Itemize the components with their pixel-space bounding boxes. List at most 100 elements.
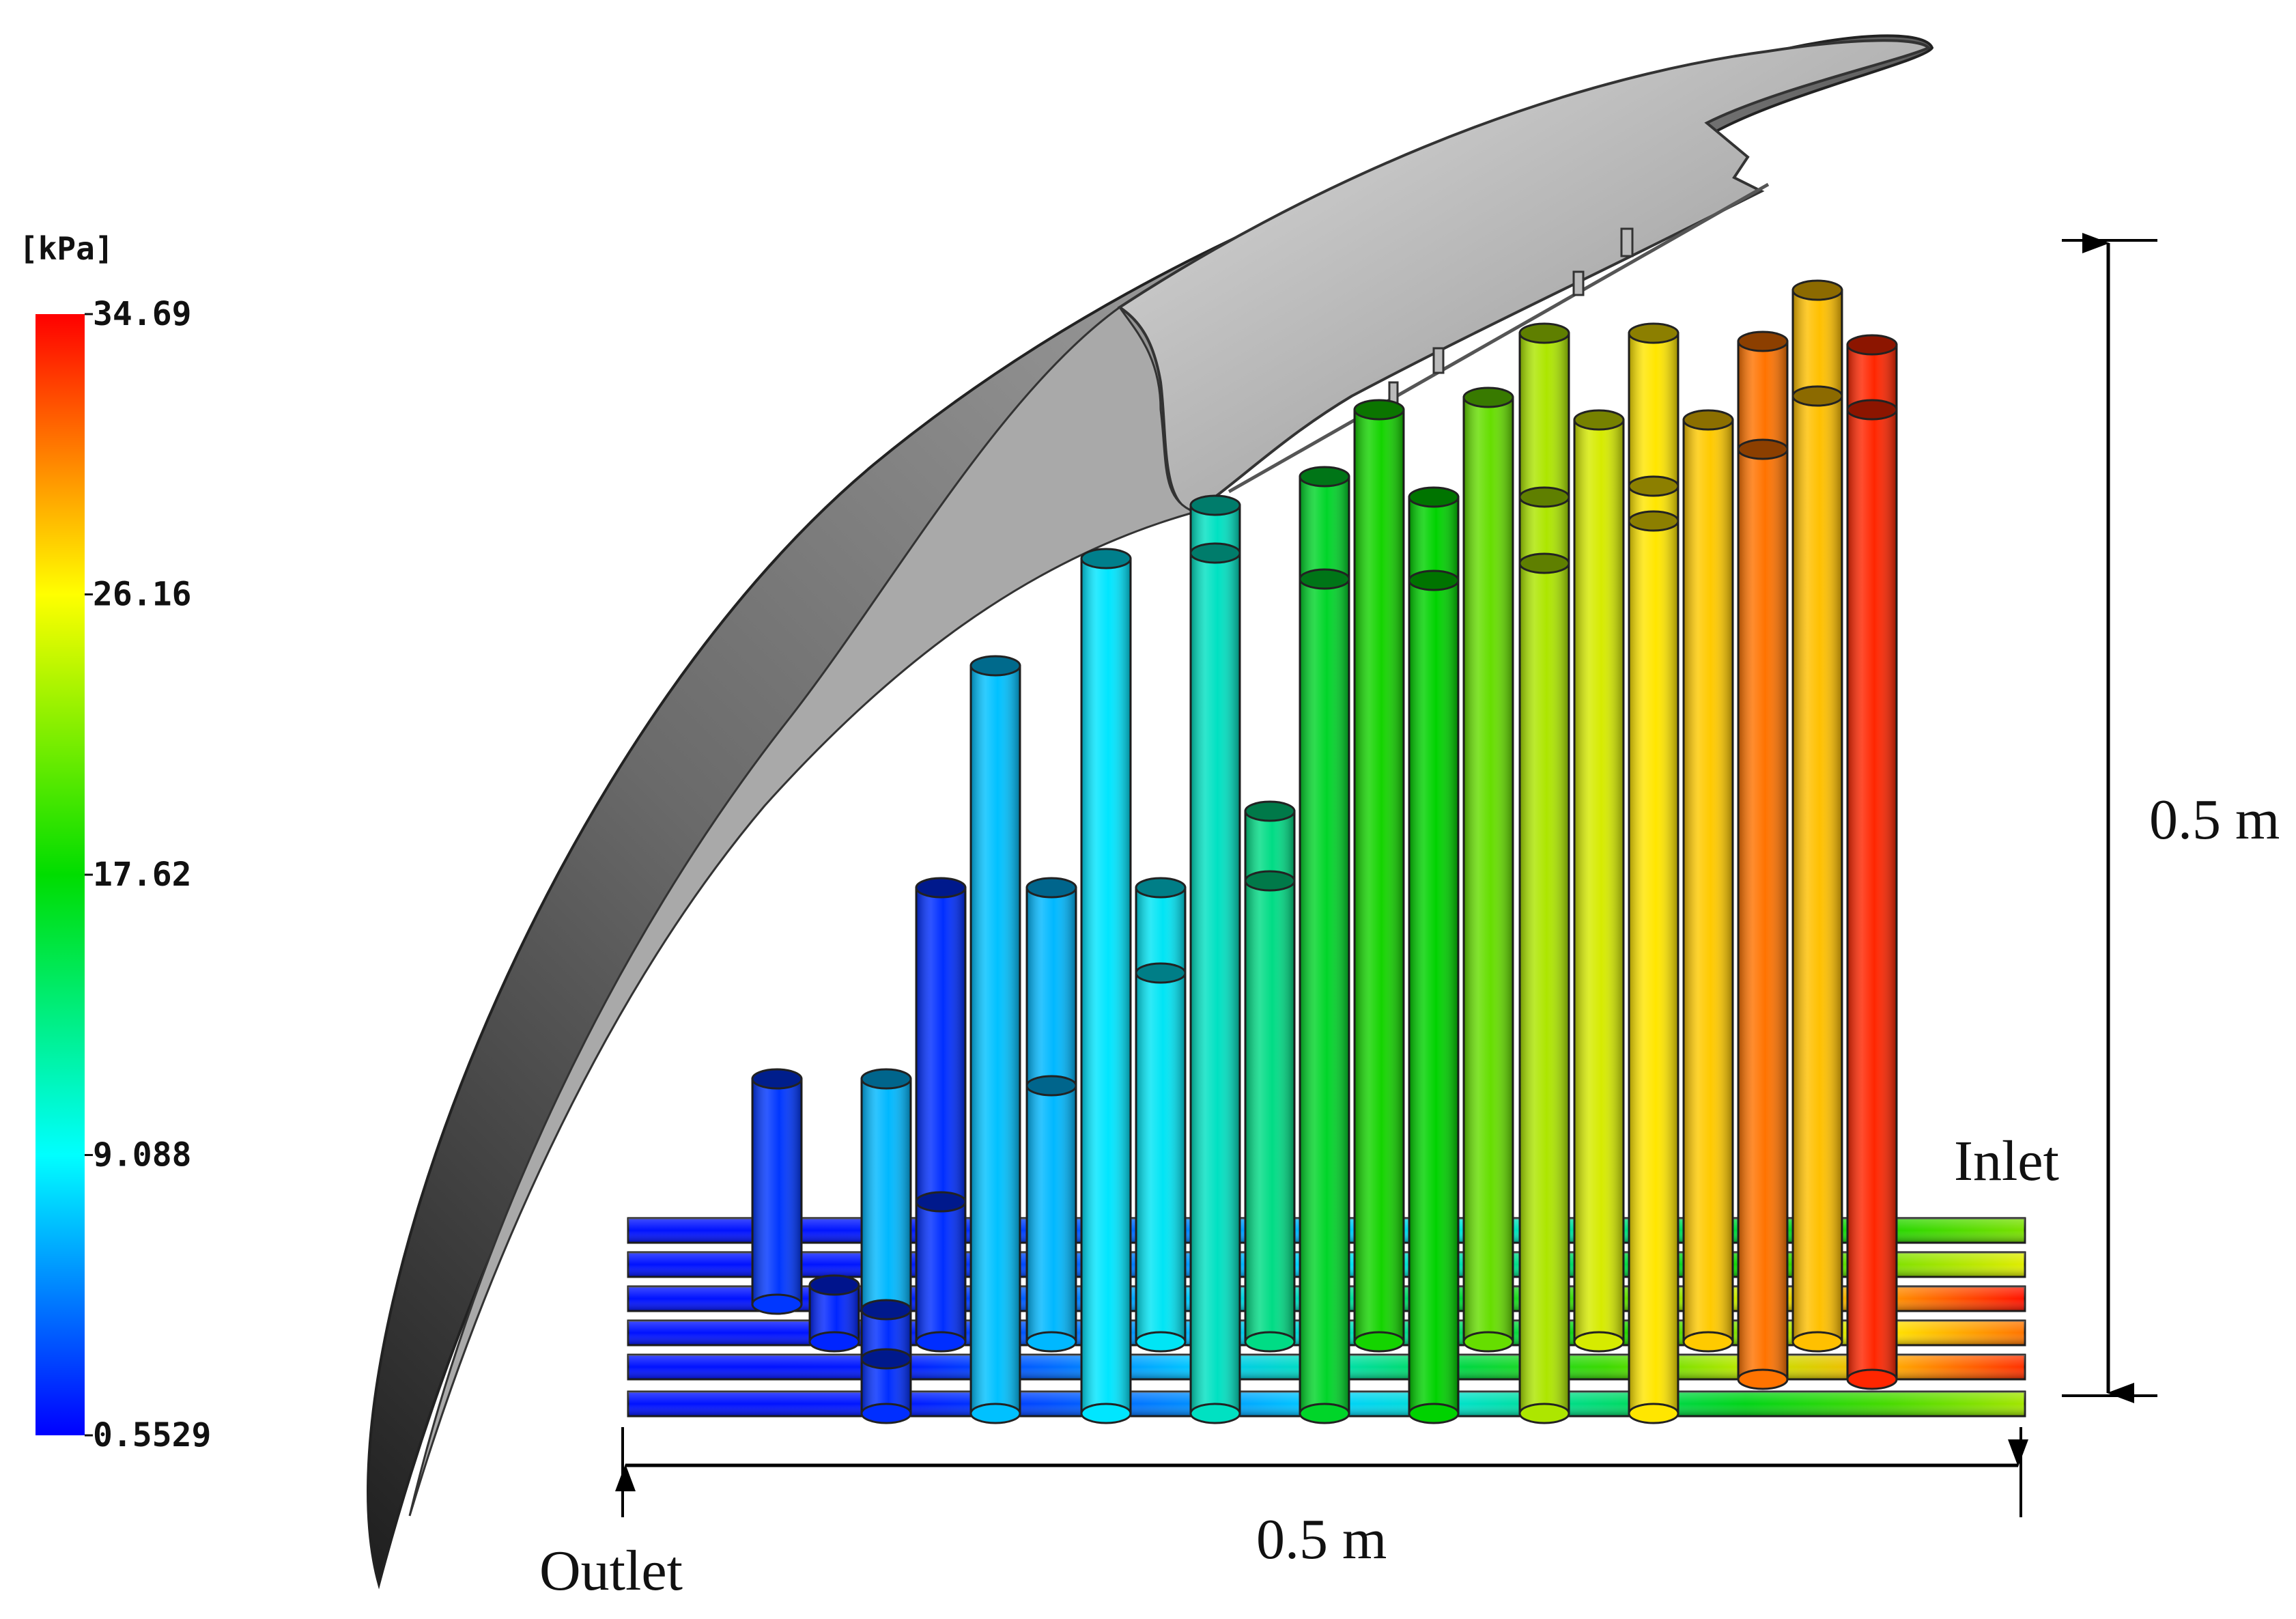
- tube-top-cap: [1025, 877, 1077, 899]
- vertical-tube: [1573, 409, 1625, 1353]
- outlet-label: Outlet: [539, 1539, 683, 1603]
- vertical-tube: [1462, 386, 1514, 1353]
- tube-bottom-cap: [1080, 1403, 1132, 1424]
- wing-actuator-3: [1432, 347, 1445, 374]
- colorbar-tick-label: 34.69: [93, 295, 192, 333]
- tube-bottom-cap: [969, 1403, 1021, 1424]
- tube-bottom-cap: [1135, 1331, 1187, 1353]
- tube-top-cap: [1189, 494, 1241, 516]
- tube-top-cap: [915, 877, 967, 899]
- tube-bottom-cap: [1791, 1331, 1843, 1353]
- vertical-tube: [915, 877, 967, 1353]
- vertical-tube: [860, 1299, 912, 1424]
- vertical-tubes: [751, 279, 1898, 1424]
- wing-surface: [367, 34, 1934, 1590]
- vertical-tube: [1846, 334, 1898, 1390]
- colorbar-gradient: [36, 314, 85, 1435]
- tube-bottom-cap: [1299, 1403, 1350, 1424]
- vertical-tube: [1353, 399, 1405, 1353]
- tube-shading: [1245, 811, 1294, 1342]
- tube-ring: [1737, 438, 1789, 460]
- wing-actuator-2: [1572, 270, 1585, 296]
- tube-shading: [1847, 345, 1897, 1379]
- vertical-tube: [808, 1274, 860, 1353]
- width-dim-label: 0.5 m: [1256, 1508, 1387, 1571]
- tube-ring: [1518, 552, 1570, 574]
- tube-shading: [1300, 477, 1349, 1413]
- tube-ring: [860, 1348, 912, 1370]
- tube-top-cap: [1135, 877, 1187, 899]
- tube-bottom-cap: [1682, 1331, 1734, 1353]
- vertical-tube: [1244, 800, 1296, 1353]
- tube-top-cap: [969, 655, 1021, 677]
- vertical-tube: [1682, 409, 1734, 1353]
- wing-inner-panel: [408, 305, 1198, 1517]
- vertical-tube: [1628, 322, 1680, 1424]
- tube-ring: [1299, 568, 1350, 590]
- tube-bottom-cap: [860, 1403, 912, 1424]
- wing-flap-hinge-line: [1228, 182, 1770, 494]
- tube-ring: [1408, 569, 1460, 591]
- colorbar-ticks: 34.69 26.16 17.62 9.088 0.5529: [85, 295, 211, 1454]
- inlet-label: Inlet: [1954, 1129, 2059, 1193]
- vertical-tube: [1299, 466, 1350, 1424]
- tube-top-cap: [1846, 334, 1898, 356]
- vertical-tube: [1135, 877, 1187, 1353]
- tube-top-cap: [751, 1068, 803, 1090]
- tube-shading: [1355, 410, 1404, 1342]
- colorbar-tick-label: 9.088: [93, 1136, 192, 1174]
- tube-ring: [1628, 475, 1680, 497]
- tube-ring: [1791, 385, 1843, 407]
- tube-shading: [862, 1079, 911, 1342]
- tube-ring: [1244, 870, 1296, 892]
- tube-shading: [752, 1079, 802, 1304]
- tube-top-cap: [860, 1299, 912, 1321]
- tube-bottom-cap: [1846, 1368, 1898, 1390]
- vertical-tube: [751, 1068, 803, 1315]
- tube-bottom-cap: [1244, 1331, 1296, 1353]
- vertical-tube: [1791, 279, 1843, 1353]
- tube-top-cap: [1462, 386, 1514, 408]
- dimension-annotations: 0.5 m 0.5 m Inlet Outlet: [539, 233, 2280, 1603]
- tube-shading: [971, 666, 1020, 1413]
- tube-top-cap: [1682, 409, 1734, 431]
- tube-bottom-cap: [1025, 1331, 1077, 1353]
- colorbar-unit-label: [kPa]: [19, 230, 113, 267]
- tube-top-cap: [1573, 409, 1625, 431]
- tube-top-cap: [1353, 399, 1405, 421]
- tube-bottom-cap: [808, 1331, 860, 1353]
- vertical-tube: [1737, 330, 1789, 1390]
- tube-shading: [1793, 290, 1842, 1342]
- tube-top-cap: [1299, 466, 1350, 488]
- vertical-tube: [1189, 494, 1241, 1424]
- tube-shading: [916, 888, 965, 1342]
- tube-ring: [1025, 1075, 1077, 1097]
- tube-bottom-cap: [1408, 1403, 1460, 1424]
- tube-bottom-cap: [1189, 1403, 1241, 1424]
- tube-ring: [1135, 962, 1187, 984]
- tube-bottom-cap: [751, 1293, 803, 1315]
- tube-shading: [1191, 505, 1240, 1413]
- tube-top-cap: [1244, 800, 1296, 822]
- tube-shading: [1081, 559, 1131, 1413]
- tube-top-cap: [1628, 322, 1680, 344]
- tube-top-cap: [1791, 279, 1843, 301]
- colorbar-legend: [kPa] 34.69 26.16 17.62 9.088 0.5529: [19, 230, 211, 1454]
- tube-bottom-cap: [915, 1331, 967, 1353]
- vertical-tube: [1025, 877, 1077, 1353]
- tube-ring: [1846, 399, 1898, 421]
- tube-top-cap: [1518, 322, 1570, 344]
- tube-shading: [1027, 888, 1076, 1342]
- vertical-tube: [969, 655, 1021, 1424]
- tube-top-cap: [1080, 548, 1132, 569]
- vertical-tube: [1080, 548, 1132, 1424]
- vertical-tube: [1518, 322, 1570, 1424]
- tube-shading: [1409, 497, 1458, 1413]
- colorbar-tick-label: 26.16: [93, 576, 192, 614]
- colorbar-tick-label: 17.62: [93, 856, 192, 894]
- tube-ring: [915, 1191, 967, 1213]
- tank-pipe-model: [627, 279, 2026, 1424]
- vertical-tube: [860, 1068, 912, 1353]
- tube-ring: [1518, 486, 1570, 508]
- tube-shading: [1464, 397, 1513, 1342]
